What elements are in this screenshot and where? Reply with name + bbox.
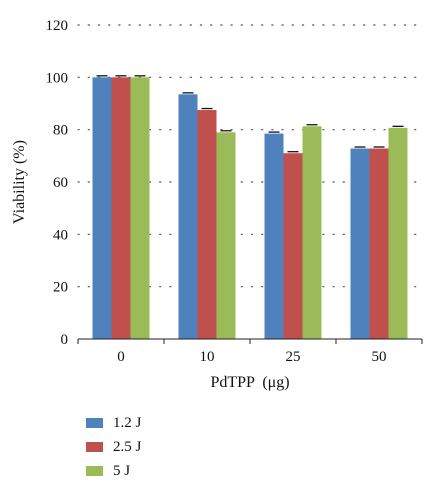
legend-item-3: 5 J [86,462,141,479]
x-tick-label-10: 10 [200,349,215,365]
bar-group [92,77,408,340]
y-tick-label-40: 40 [53,227,68,243]
bar-25-1 [264,133,284,339]
bar-50-2 [369,148,389,339]
error-bars [96,75,404,153]
y-tick-label-120: 120 [46,18,69,34]
y-tick-label-0: 0 [61,332,69,348]
legend: 1.2 J 2.5 J 5 J [86,414,142,488]
bar-10-1 [178,94,198,339]
legend-label-2: 2.5 J [113,438,142,455]
legend-label-3: 5 J [113,462,131,479]
y-tick-label-100: 100 [46,70,69,86]
bar-10-3 [216,132,236,339]
bar-0-3 [130,77,150,339]
legend-label-1: 1.2 J [113,414,142,431]
y-tick-labels: 0 20 40 60 80 100 120 [46,18,69,348]
x-tick-label-50: 50 [372,349,387,365]
x-tick-label-0: 0 [117,349,125,365]
x-ticks: 0 10 25 50 [77,339,423,365]
x-axis-label-name: PdTPP [210,374,255,391]
y-axis-label: Viability (%) [11,140,28,224]
bar-25-2 [283,153,303,339]
bar-chart: 0 20 40 60 80 100 120 0 10 25 50 Viability (%) Pd… [11,18,423,391]
bar-0-2 [111,77,131,339]
y-tick-label-20: 20 [53,280,68,296]
y-tick-label-80: 80 [53,123,68,139]
legend-swatch-3 [86,466,103,476]
bar-50-3 [388,127,408,340]
x-tick-label-25: 25 [286,349,301,365]
bar-10-2 [197,110,217,340]
x-axis-label-unit: (μg) [262,374,289,391]
legend-item-1: 1.2 J [86,414,142,431]
bar-50-1 [350,148,370,339]
legend-swatch-1 [86,418,103,428]
legend-item-2: 2.5 J [86,438,142,455]
x-axis-label: PdTPP (μg) [210,374,289,391]
y-tick-label-60: 60 [53,175,68,191]
bar-25-3 [302,126,322,339]
bar-0-1 [92,77,112,339]
legend-swatch-2 [86,442,103,452]
